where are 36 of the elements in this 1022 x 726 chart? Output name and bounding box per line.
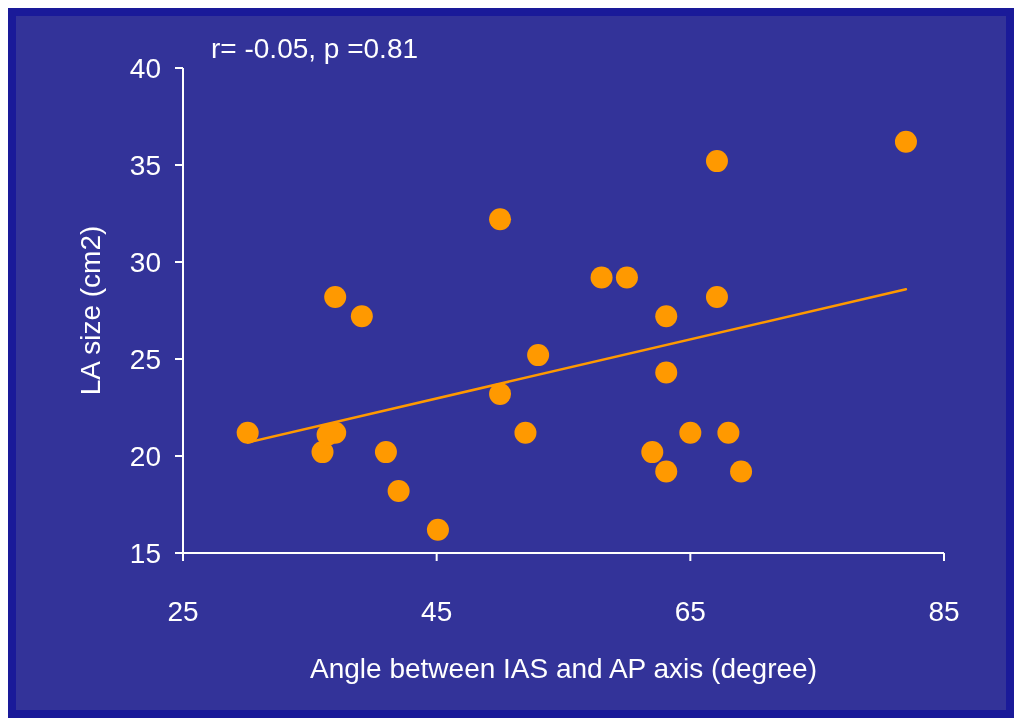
point [236,421,259,444]
point [705,150,728,173]
point [641,441,664,464]
point [426,518,449,541]
point [655,460,678,483]
y-tick-label: 15 [129,538,161,569]
point [679,421,702,444]
x-tick-label: 45 [421,596,453,627]
y-tick-label: 30 [129,247,161,278]
text: r= -0.05, p =0.81 [211,33,419,64]
point [387,479,410,502]
point [527,344,550,367]
x-tick-label: 25 [167,596,199,627]
point [615,266,638,289]
point [590,266,613,289]
point [717,421,740,444]
point [894,130,917,153]
x-axis-title: Angle between IAS and AP axis (degree) [310,653,817,684]
y-tick-label: 35 [129,150,161,181]
point [730,460,753,483]
x-tick-label: 65 [674,596,706,627]
y-axis-title: LA size (cm2) [75,225,106,396]
point [311,441,334,464]
point [489,208,512,231]
y-tick-label: 20 [129,441,161,472]
x-tick-label: 85 [928,596,960,627]
point [655,361,678,384]
point [514,421,537,444]
y-tick-label: 25 [129,344,161,375]
point [374,441,397,464]
point [705,285,728,308]
point [324,285,347,308]
y-tick-label: 40 [129,53,161,84]
point [350,305,373,328]
point [655,305,678,328]
point [489,382,512,405]
